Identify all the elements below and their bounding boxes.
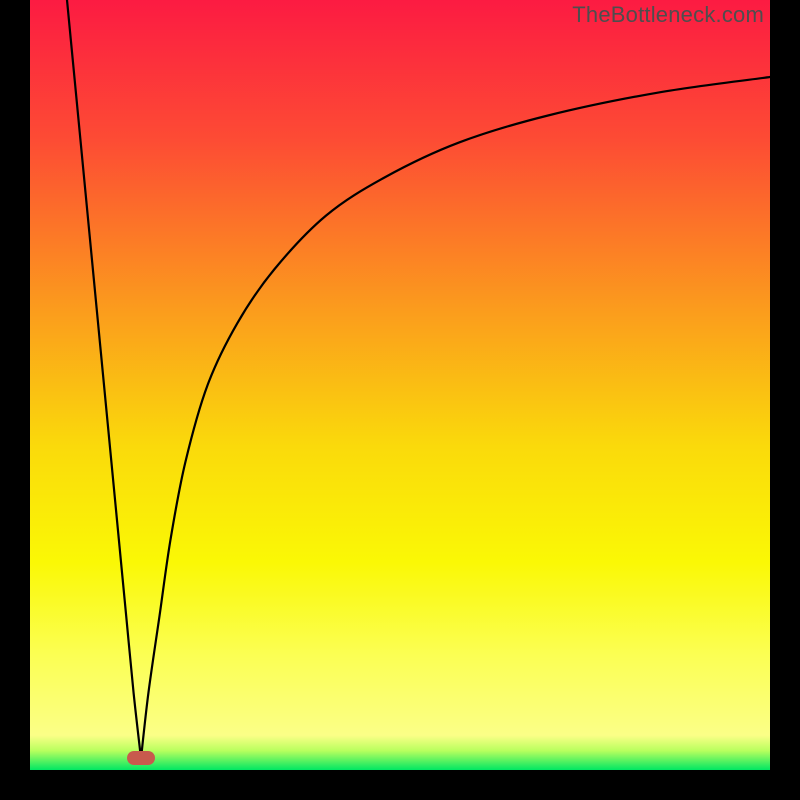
minimum-marker xyxy=(127,751,155,765)
chart-frame: TheBottleneck.com xyxy=(0,0,800,800)
bottleneck-curve xyxy=(30,0,770,770)
plot-area: TheBottleneck.com xyxy=(30,0,770,770)
curve-right-branch xyxy=(141,77,770,758)
curve-left-branch xyxy=(67,0,141,758)
